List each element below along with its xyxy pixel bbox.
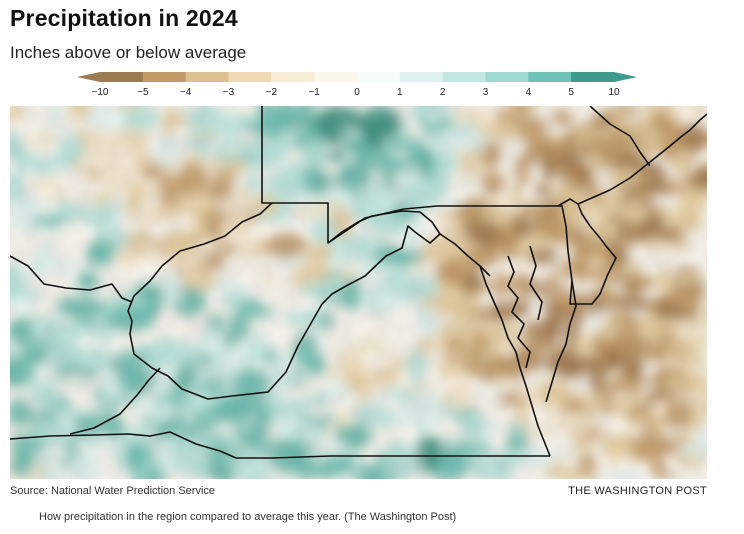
legend-tick-label: 4 bbox=[525, 87, 532, 98]
legend-swatch bbox=[100, 72, 144, 82]
state-borders bbox=[10, 106, 707, 459]
legend-labels: −10 −5 −4 −3 −2 −1 0 1 2 3 4 5 10 bbox=[77, 87, 637, 101]
new-jersey-coast bbox=[577, 113, 707, 205]
precipitation-map bbox=[10, 106, 707, 479]
kentucky-border bbox=[10, 431, 550, 459]
legend-swatch bbox=[399, 72, 444, 82]
map-title: Precipitation in 2024 bbox=[10, 5, 238, 31]
legend-left-arrow bbox=[77, 72, 100, 82]
new-york-border bbox=[589, 106, 651, 167]
legend-swatch bbox=[357, 72, 401, 82]
delaware-bay bbox=[577, 203, 601, 239]
legend-swatch bbox=[142, 72, 187, 82]
chesapeake-inlets bbox=[507, 245, 543, 369]
west-virginia-border bbox=[127, 202, 323, 400]
legend-swatch bbox=[571, 72, 615, 82]
legend-tick-label: −10 bbox=[91, 87, 109, 98]
legend-tick-label: −5 bbox=[137, 87, 149, 98]
figure-caption: How precipitation in the region compared… bbox=[39, 511, 457, 523]
delaware-border bbox=[558, 205, 617, 305]
publication-credit: THE WASHINGTON POST bbox=[568, 485, 707, 497]
legend-right-arrow bbox=[614, 72, 637, 82]
legend-swatch bbox=[528, 72, 572, 82]
legend-swatch bbox=[485, 72, 529, 82]
legend-tick-label: −4 bbox=[179, 87, 192, 98]
legend-tick-label: 2 bbox=[439, 87, 446, 98]
map-subtitle: Inches above or below average bbox=[10, 43, 247, 62]
map-canvas bbox=[10, 106, 707, 479]
source-note: Source: National Water Prediction Servic… bbox=[10, 485, 216, 497]
legend-swatches bbox=[100, 72, 615, 82]
legend-tick-label: 10 bbox=[608, 87, 620, 98]
chesapeake-west-shore bbox=[479, 265, 551, 457]
north-carolina-border bbox=[69, 367, 161, 435]
legend-tick-label: 1 bbox=[397, 87, 403, 98]
legend-swatch bbox=[314, 72, 358, 82]
legend-swatch bbox=[271, 72, 315, 82]
legend-tick-label: −2 bbox=[265, 87, 278, 98]
legend-tick-label: 3 bbox=[482, 87, 489, 98]
legend-tick-label: 5 bbox=[568, 87, 574, 98]
texture-overlay bbox=[10, 106, 707, 479]
maryland-border bbox=[321, 210, 441, 305]
virginia-border bbox=[439, 233, 491, 277]
legend-tick-label: −1 bbox=[308, 87, 320, 98]
legend-swatch bbox=[442, 72, 486, 82]
legend-swatch bbox=[228, 72, 272, 82]
legend-swatch bbox=[185, 72, 229, 82]
chesapeake-east-shore bbox=[545, 280, 577, 403]
legend-color-bar bbox=[77, 72, 637, 82]
ohio-river-border bbox=[10, 255, 133, 303]
color-legend: −10 −5 −4 −3 −2 −1 0 1 2 3 4 5 10 bbox=[77, 72, 637, 102]
legend-tick-label: −3 bbox=[222, 87, 235, 98]
legend-tick-label: 0 bbox=[354, 87, 360, 98]
